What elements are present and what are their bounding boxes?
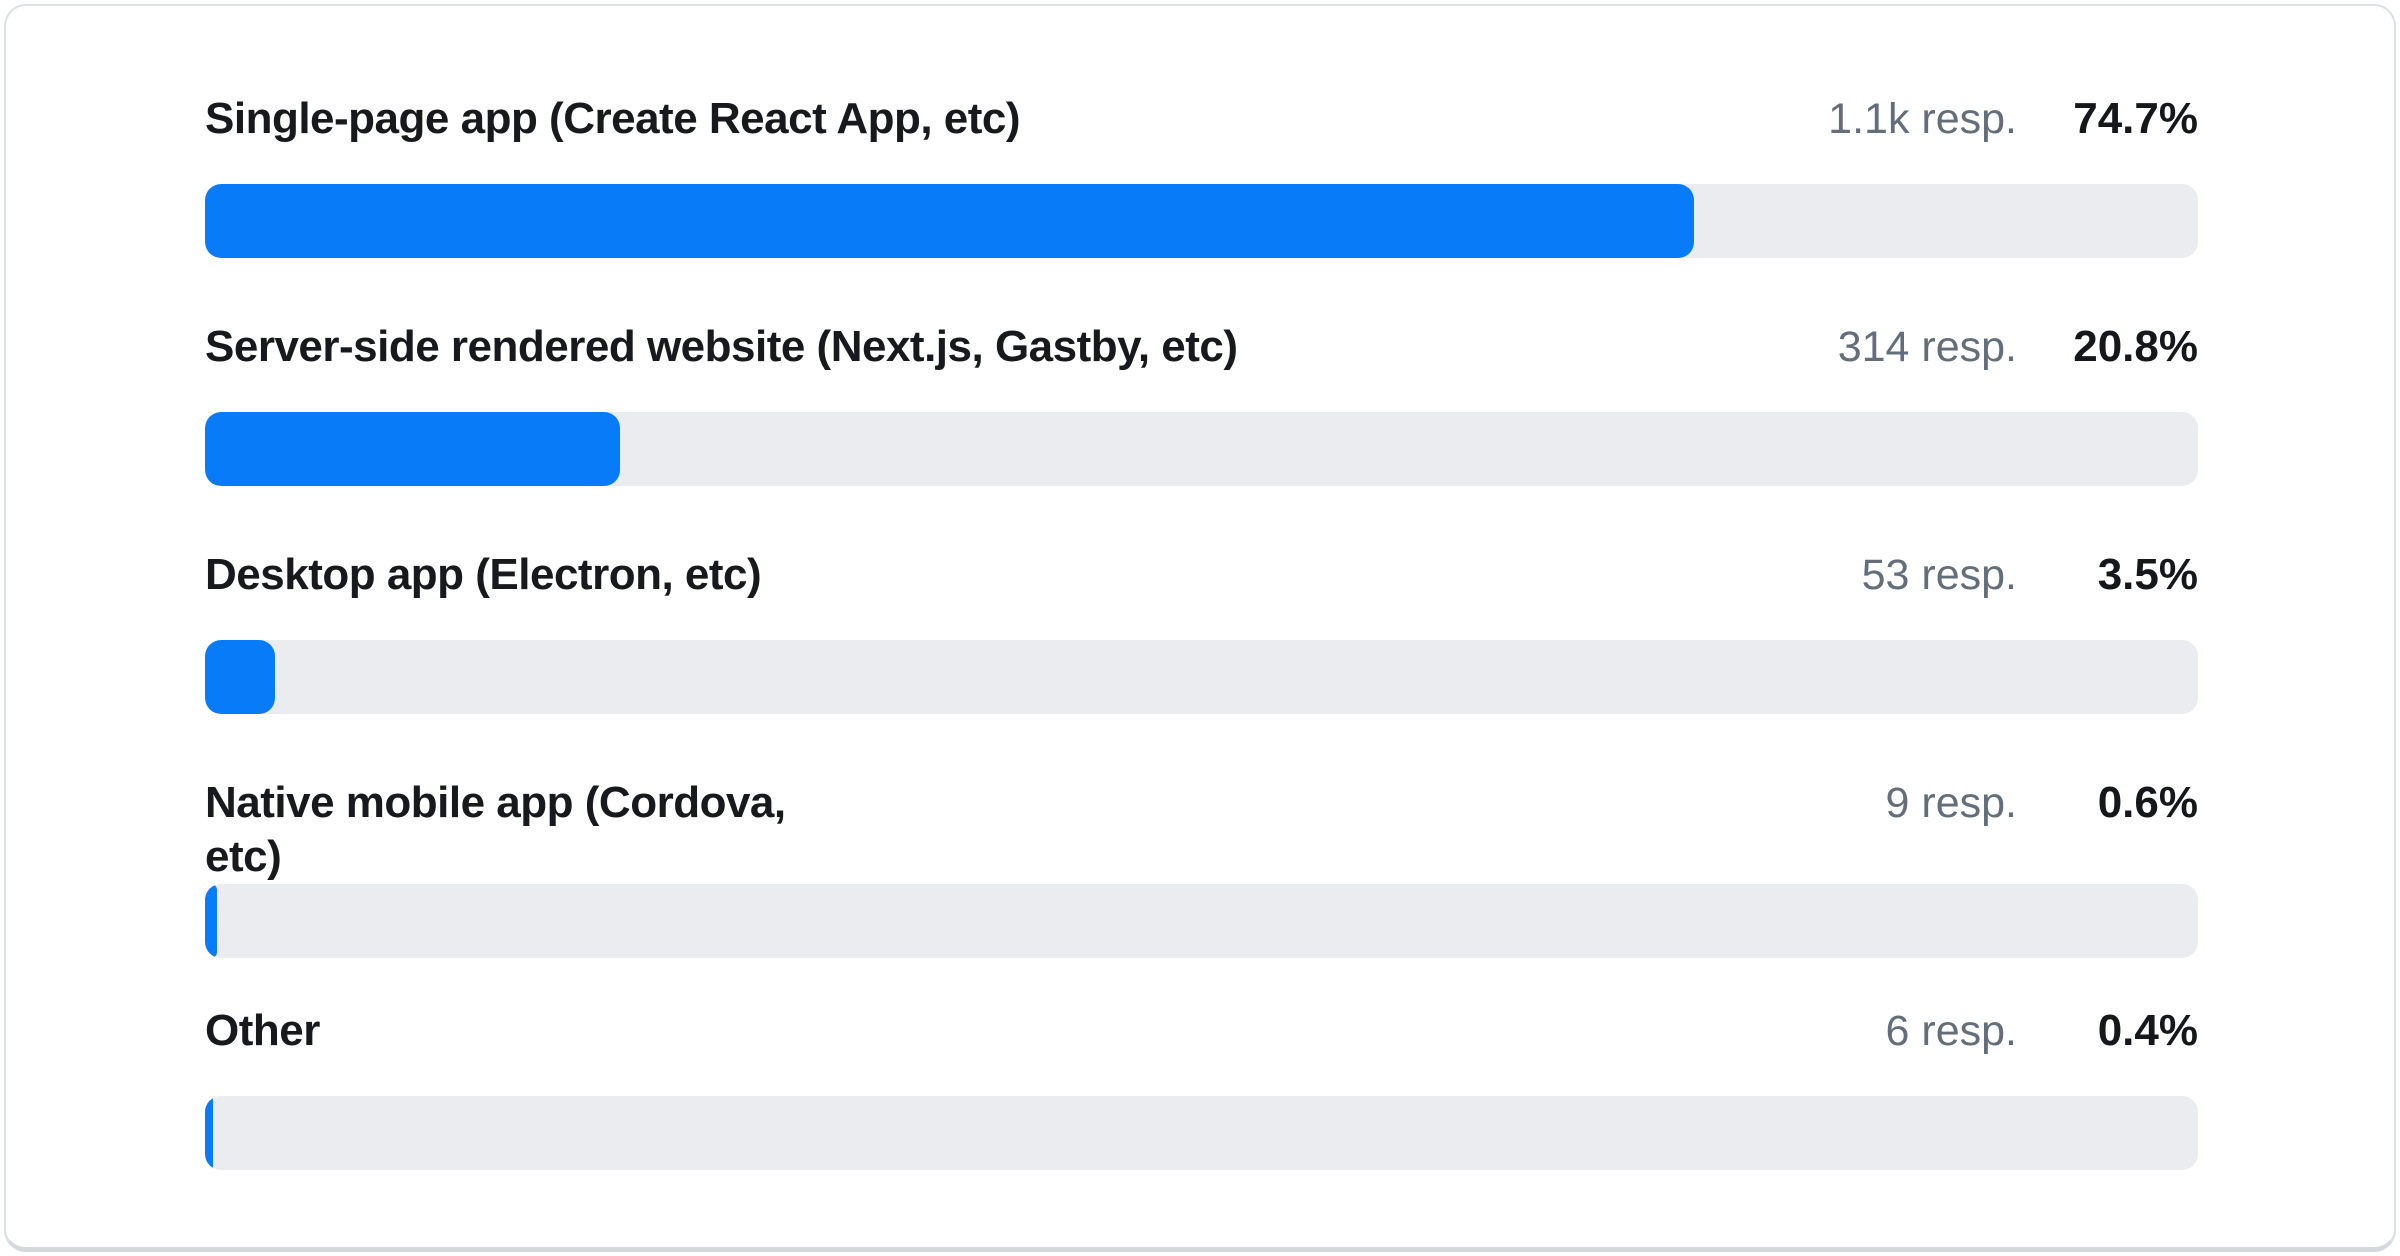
percent-value: 74.7% (2073, 94, 2198, 143)
percent-value: 0.6% (2097, 778, 2198, 827)
bar-fill (205, 184, 1694, 258)
bar-track (205, 640, 2198, 714)
option-stats: 53 resp. 3.5% (1862, 548, 2198, 602)
response-count: 6 resp. (1885, 1007, 2017, 1055)
bar-fill (205, 1096, 213, 1170)
option-header: Other 6 resp. 0.4% (205, 1004, 2198, 1058)
percent-value: 0.4% (2097, 1006, 2198, 1055)
response-count: 53 resp. (1861, 551, 2017, 599)
bar-track (205, 1096, 2198, 1170)
option-label: Single-page app (Create React App, etc) (205, 94, 1021, 143)
option-stats: 1.1k resp. 74.7% (1828, 92, 2198, 146)
option-header: Server-side rendered website (Next.js, G… (205, 320, 2198, 374)
option-header: Desktop app (Electron, etc) 53 resp. 3.5… (205, 548, 2198, 602)
option-header: Native mobile app (Cordova, etc) 9 resp.… (205, 776, 2198, 884)
option-stats: 314 resp. 20.8% (1838, 320, 2198, 374)
bar-track (205, 884, 2198, 958)
survey-option-row: Single-page app (Create React App, etc) … (205, 92, 2198, 258)
option-label: Desktop app (Electron, etc) (205, 550, 762, 599)
survey-option-row: Other 6 resp. 0.4% (205, 1004, 2198, 1170)
option-label: Native mobile app (Cordova, etc) (205, 778, 786, 881)
survey-results-card: Single-page app (Create React App, etc) … (4, 4, 2396, 1252)
percent-value: 3.5% (2097, 550, 2198, 599)
option-stats: 9 resp. 0.6% (1886, 776, 2198, 830)
bar-fill (205, 640, 275, 714)
survey-option-row: Native mobile app (Cordova, etc) 9 resp.… (205, 776, 2198, 958)
survey-option-row: Server-side rendered website (Next.js, G… (205, 320, 2198, 486)
bar-fill (205, 884, 217, 958)
survey-rows-list: Single-page app (Create React App, etc) … (205, 92, 2198, 1170)
bar-fill (205, 412, 620, 486)
percent-value: 20.8% (2073, 322, 2198, 371)
option-stats: 6 resp. 0.4% (1886, 1004, 2198, 1058)
response-count: 314 resp. (1837, 323, 2017, 371)
option-label: Other (205, 1006, 320, 1055)
response-count: 1.1k resp. (1828, 95, 2017, 143)
option-header: Single-page app (Create React App, etc) … (205, 92, 2198, 146)
survey-option-row: Desktop app (Electron, etc) 53 resp. 3.5… (205, 548, 2198, 714)
bar-track (205, 412, 2198, 486)
option-label: Server-side rendered website (Next.js, G… (205, 322, 1238, 371)
bar-track (205, 184, 2198, 258)
response-count: 9 resp. (1885, 779, 2017, 827)
